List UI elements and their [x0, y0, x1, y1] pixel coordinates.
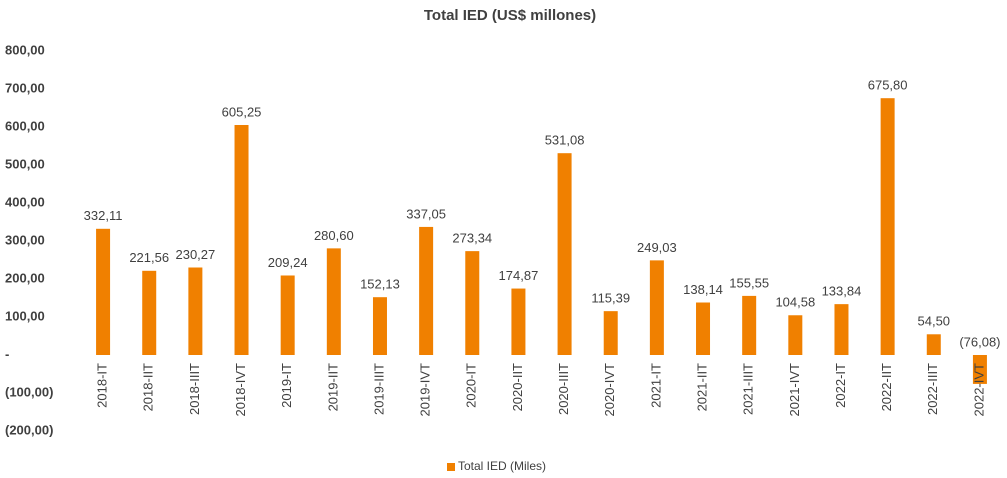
y-tick-label: 700,00	[5, 80, 45, 95]
x-tick-label: 2019-IIT	[325, 363, 340, 411]
bar	[603, 311, 618, 355]
bar	[419, 226, 434, 355]
data-label: 104,58	[775, 295, 815, 310]
y-tick-label: 400,00	[5, 194, 45, 209]
y-tick-label: 100,00	[5, 308, 45, 323]
x-tick-label: 2019-IT	[279, 363, 294, 408]
bar	[788, 315, 803, 355]
bar	[696, 302, 711, 355]
data-label: 138,14	[683, 282, 723, 297]
chart-title: Total IED (US$ millones)	[424, 7, 596, 24]
bar	[880, 98, 895, 356]
x-tick-label: 2020-IVT	[602, 363, 617, 417]
data-label: 209,24	[268, 255, 308, 270]
x-tick-label: 2022-IVT	[971, 363, 986, 417]
bar	[972, 355, 987, 384]
bar	[326, 248, 341, 355]
x-tick-label: 2021-IT	[648, 363, 663, 408]
data-label: 273,34	[452, 231, 492, 246]
data-label: 133,84	[822, 284, 862, 299]
x-tick-label: 2020-IIT	[510, 363, 525, 411]
x-tick-label: 2018-IVT	[233, 363, 248, 417]
y-tick-label: -	[5, 346, 9, 361]
y-tick-label: (200,00)	[5, 422, 53, 437]
x-tick-label: 2018-IT	[95, 363, 110, 408]
x-tick-label: 2020-IIIT	[556, 363, 571, 415]
x-tick-label: 2022-IIIT	[925, 363, 940, 415]
data-label: 531,08	[545, 133, 585, 148]
x-tick-label: 2020-IT	[464, 363, 479, 408]
data-label: 675,80	[868, 78, 908, 93]
x-tick-label: 2022-IIT	[879, 363, 894, 411]
bar	[557, 153, 572, 355]
data-label: 152,13	[360, 277, 400, 292]
x-tick-label: 2019-IVT	[418, 363, 433, 417]
legend-swatch	[447, 463, 455, 471]
x-tick-label: 2018-IIIT	[187, 363, 202, 415]
bar	[234, 125, 249, 355]
x-tick-label: 2018-IIT	[141, 363, 156, 411]
y-tick-label: (100,00)	[5, 384, 53, 399]
bar	[511, 288, 526, 355]
data-label: 221,56	[129, 250, 169, 265]
data-label: 337,05	[406, 206, 446, 221]
y-tick-label: 300,00	[5, 232, 45, 247]
data-label: 249,03	[637, 240, 677, 255]
bar	[742, 295, 757, 355]
data-label: 230,27	[175, 247, 215, 262]
x-tick-label: 2021-IIT	[694, 363, 709, 411]
legend-label: Total IED (Miles)	[458, 459, 546, 473]
x-tick-label: 2021-IVT	[787, 363, 802, 417]
x-tick-label: 2021-IIIT	[741, 363, 756, 415]
y-tick-label: 200,00	[5, 270, 45, 285]
data-label: (76,08)	[959, 334, 1000, 349]
y-tick-label: 800,00	[5, 42, 45, 57]
bar	[96, 228, 111, 355]
bar	[649, 260, 664, 355]
bar	[142, 270, 157, 355]
bar	[926, 334, 941, 355]
bar	[188, 267, 203, 355]
bar	[372, 297, 387, 355]
data-label: 155,55	[729, 275, 769, 290]
data-label: 174,87	[499, 268, 539, 283]
data-label: 280,60	[314, 228, 354, 243]
bar	[834, 304, 849, 355]
bar	[465, 251, 480, 355]
data-label: 605,25	[222, 104, 262, 119]
y-tick-label: 500,00	[5, 156, 45, 171]
data-label: 54,50	[918, 314, 951, 329]
y-tick-label: 600,00	[5, 118, 45, 133]
bar	[280, 275, 295, 355]
x-tick-label: 2019-IIIT	[371, 363, 386, 415]
data-label: 115,39	[591, 291, 630, 306]
data-label: 332,11	[84, 208, 123, 223]
x-tick-label: 2022-IT	[833, 363, 848, 408]
